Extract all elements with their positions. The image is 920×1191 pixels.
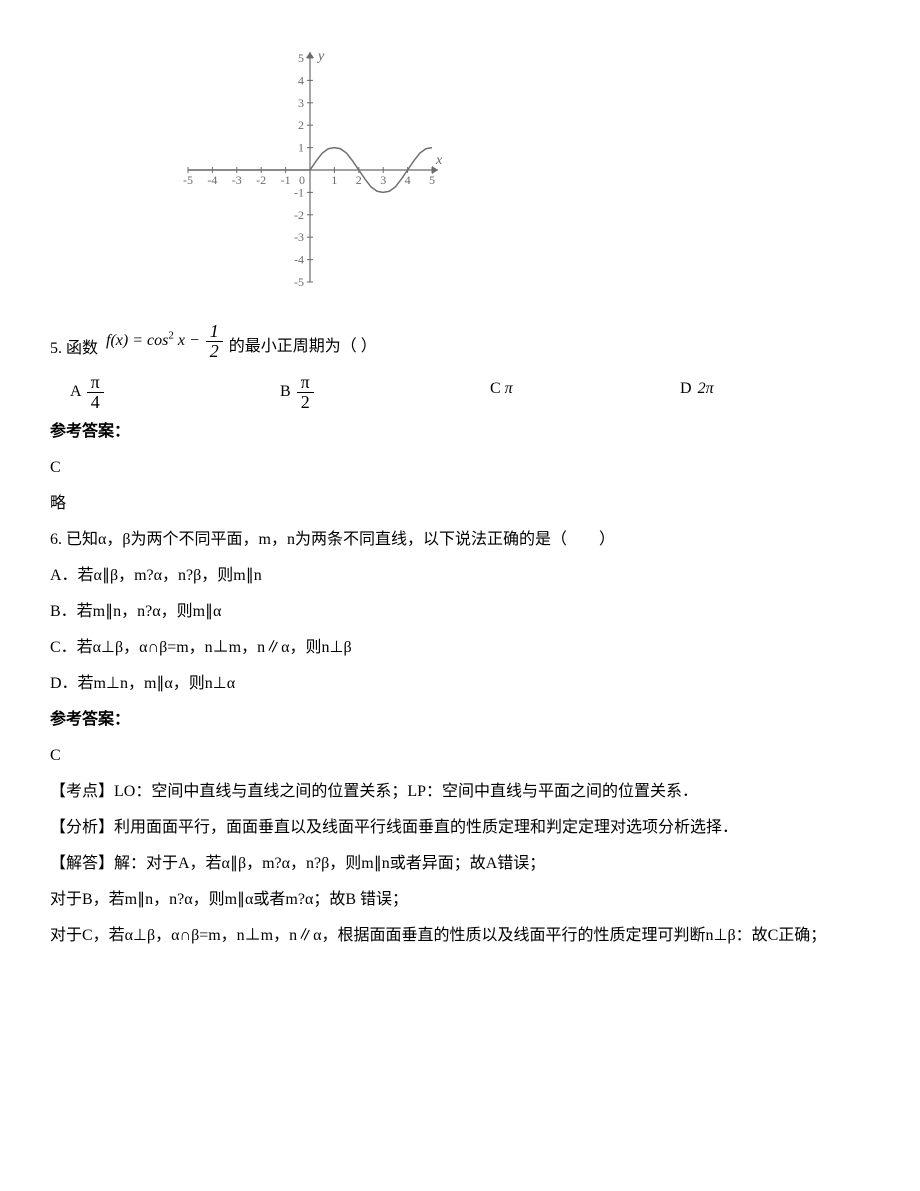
svg-text:2: 2: [298, 118, 304, 132]
q6-answer: C: [50, 740, 870, 772]
svg-text:4: 4: [405, 173, 411, 187]
q6-optD: D．若m⊥n，m∥α，则n⊥α: [50, 668, 870, 700]
q6-jieda3: 对于C，若α⊥β，α∩β=m，n⊥m，n∥α，根据面面垂直的性质以及线面平行的性…: [50, 920, 870, 952]
q6-optB: B．若m∥n，n?α，则m∥α: [50, 596, 870, 628]
q6-kaodian: 【考点】LO：空间中直线与直线之间的位置关系；LP：空间中直线与平面之间的位置关…: [50, 776, 870, 808]
q5-formula: f(x) = cos2 x − 1 2: [106, 322, 225, 361]
opt-C-label: C: [490, 380, 501, 397]
svg-text:-2: -2: [256, 173, 266, 187]
svg-text:-3: -3: [232, 173, 242, 187]
q5-options: A π 4 B π 2 C π D 2π: [50, 373, 870, 412]
q6-fenxi: 【分析】利用面面平行，面面垂直以及线面平行线面垂直的性质定理和判定定理对选项分析…: [50, 812, 870, 844]
opt-C-value: π: [505, 380, 513, 397]
frac-den: 2: [206, 342, 223, 361]
svg-text:x: x: [435, 153, 443, 168]
frac-num: 1: [206, 322, 223, 342]
svg-text:-1: -1: [294, 185, 304, 199]
svg-text:5: 5: [429, 173, 435, 187]
opt-D-label: D: [680, 380, 692, 397]
svg-text:1: 1: [298, 141, 304, 155]
svg-text:3: 3: [380, 173, 386, 187]
svg-text:2: 2: [356, 173, 362, 187]
opt-A-label: A: [70, 383, 81, 400]
svg-text:1: 1: [331, 173, 337, 187]
svg-text:-2: -2: [294, 208, 304, 222]
q5-prefix: 5. 函数: [50, 333, 98, 365]
q6-optC: C．若α⊥β，α∩β=m，n⊥m，n∥α，则n⊥β: [50, 632, 870, 664]
q6-optA: A．若α∥β，m?α，n?β，则m∥n: [50, 560, 870, 592]
q6-stem: 6. 已知α，β为两个不同平面，m，n为两条不同直线，以下说法正确的是（ ）: [50, 524, 870, 556]
q5-answer: C: [50, 452, 870, 484]
q6-answer-header: 参考答案：: [50, 704, 870, 736]
svg-text:4: 4: [298, 73, 304, 87]
q6-jieda2: 对于B，若m∥n，n?α，则m∥α或者m?α；故B 错误；: [50, 884, 870, 916]
q5-stem: 5. 函数 f(x) = cos2 x − 1 2 的最小正周期为（ ）: [50, 322, 870, 365]
svg-text:-4: -4: [294, 253, 304, 267]
opt-A-frac: π 4: [87, 373, 104, 412]
q6-jieda1: 【解答】解：对于A，若α∥β，m?α，n?β，则m∥n或者异面；故A错误；: [50, 848, 870, 880]
opt-B-label: B: [280, 383, 291, 400]
svg-text:y: y: [316, 49, 325, 64]
chart-svg: -5 -4 -3 -2 -1 1 2 3 4 5 -5 -4 -3 -2 -1 1 2 3 4 5 0 x y: [170, 40, 450, 300]
q5-suffix: 的最小正周期为（ ）: [229, 331, 377, 363]
svg-text:0: 0: [299, 173, 305, 187]
svg-text:-4: -4: [207, 173, 217, 187]
svg-text:5: 5: [298, 51, 304, 65]
function-graph: -5 -4 -3 -2 -1 1 2 3 4 5 -5 -4 -3 -2 -1 1 2 3 4 5 0 x y: [170, 40, 870, 312]
q5-note: 略: [50, 488, 870, 520]
svg-text:3: 3: [298, 96, 304, 110]
svg-text:-3: -3: [294, 230, 304, 244]
opt-D-value: 2π: [698, 380, 714, 397]
q5-answer-header: 参考答案：: [50, 416, 870, 448]
opt-B-frac: π 2: [297, 373, 314, 412]
svg-text:-5: -5: [183, 173, 193, 187]
svg-text:-5: -5: [294, 275, 304, 289]
svg-text:-1: -1: [281, 173, 291, 187]
